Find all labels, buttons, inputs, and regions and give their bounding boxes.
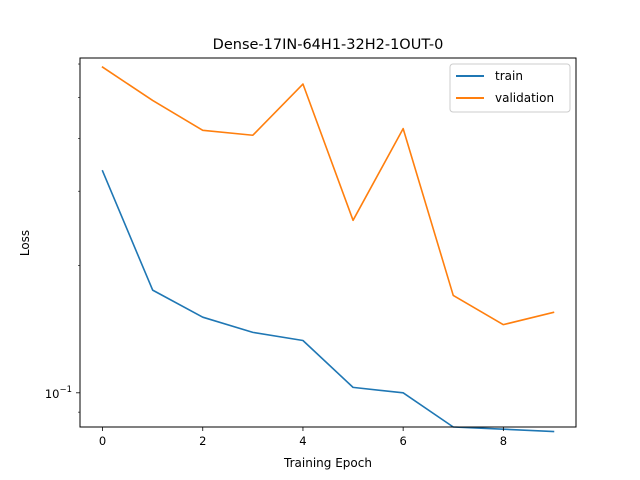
x-tick-label: 8 [500, 434, 507, 448]
legend-label-train: train [495, 69, 523, 83]
plot-frame [79, 57, 577, 428]
x-tick-label: 6 [399, 434, 406, 448]
legend-label-validation: validation [495, 91, 554, 105]
x-tick-label: 0 [99, 434, 106, 448]
plot-area [101, 65, 555, 433]
legend: train validation [449, 63, 571, 113]
x-axis-label: Training Epoch [283, 456, 372, 470]
x-tick-label: 2 [199, 434, 206, 448]
y-tick-label: 10−1 [45, 385, 72, 401]
x-tick-label: 4 [299, 434, 306, 448]
chart-title: Dense-17IN-64H1-32H2-1OUT-0 [213, 37, 444, 53]
series-line-validation [101, 65, 555, 326]
y-axis-label: Loss [18, 230, 32, 256]
series-line-train [101, 169, 555, 433]
